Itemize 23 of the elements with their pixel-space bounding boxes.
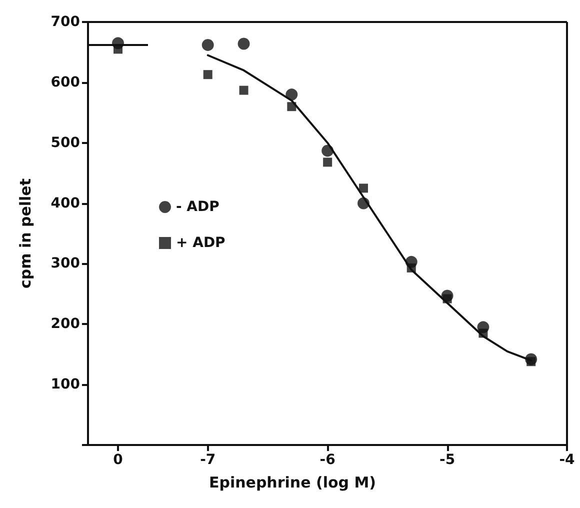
point [323, 158, 332, 167]
y-tick-label: 200 [50, 316, 80, 332]
point [358, 184, 368, 193]
y-tick-label: 600 [50, 74, 80, 90]
x-tick-label: -4 [559, 452, 576, 468]
x-tick-label: -5 [440, 452, 456, 468]
point [203, 70, 212, 80]
y-tick-label: 300 [50, 256, 80, 272]
y-tick-label: 500 [50, 134, 80, 151]
point [286, 88, 298, 101]
y-tick-label: 700 [50, 14, 80, 30]
legend-label: - ADP [176, 199, 220, 215]
point [202, 38, 214, 51]
y-axis-title: cpm in pellet [16, 178, 34, 289]
point [239, 86, 248, 95]
x-tick-label: -7 [200, 452, 216, 468]
x-tick-label: -6 [320, 452, 336, 468]
y-tick-label: 100 [50, 376, 80, 393]
x-axis-title: Epinephrine (log M) [208, 474, 376, 492]
point [238, 38, 250, 50]
legend-label: + ADP [176, 235, 226, 251]
x-tick-label: 0 [113, 452, 124, 468]
y-tick-label: 400 [50, 195, 80, 212]
